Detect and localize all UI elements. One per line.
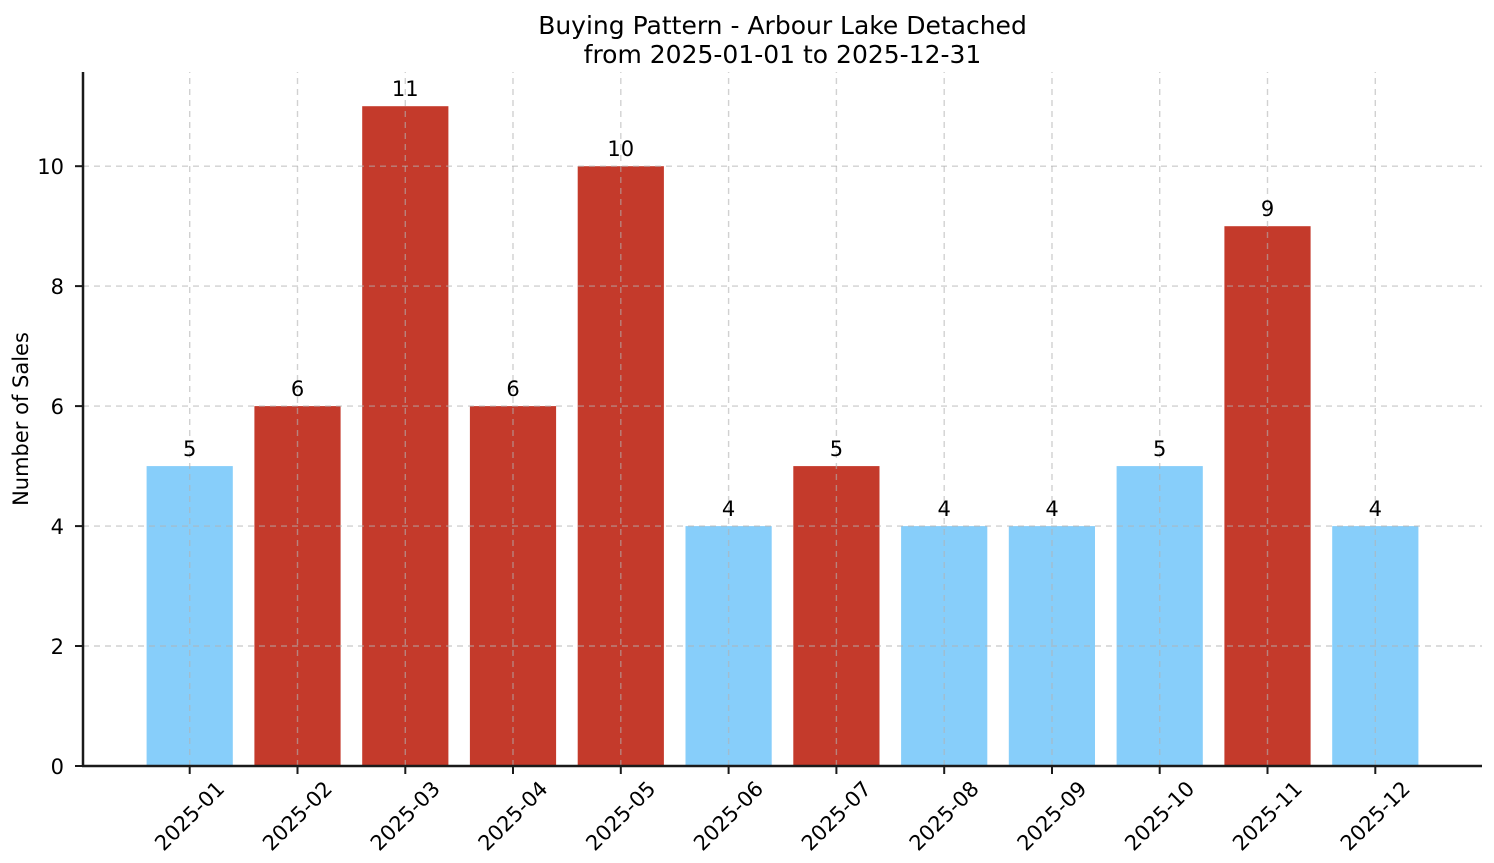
y-tick-label: 6 — [51, 395, 64, 419]
bar-value-label: 5 — [1153, 437, 1166, 461]
x-tick-label: 2025-10 — [1120, 777, 1199, 856]
x-tick-label: 2025-02 — [258, 777, 337, 856]
x-tick-label: 2025-01 — [150, 777, 229, 856]
bar-value-label: 4 — [938, 497, 951, 521]
x-tick-label: 2025-11 — [1228, 777, 1307, 856]
bar-value-label: 5 — [183, 437, 196, 461]
bar-value-label: 9 — [1261, 197, 1274, 221]
chart-title-line1: Buying Pattern - Arbour Lake Detached — [538, 11, 1027, 40]
y-tick-label: 8 — [51, 275, 64, 299]
y-tick-label: 2 — [51, 635, 64, 659]
chart-title: Buying Pattern - Arbour Lake Detached fr… — [83, 11, 1482, 69]
x-tick-label: 2025-06 — [689, 777, 768, 856]
y-tick-label: 0 — [51, 755, 64, 779]
bar-value-label: 11 — [392, 77, 419, 101]
bar-value-label: 5 — [830, 437, 843, 461]
bar — [362, 106, 449, 766]
x-tick-label: 2025-03 — [366, 777, 445, 856]
x-tick-label: 2025-04 — [474, 777, 553, 856]
bar-value-label: 6 — [506, 377, 519, 401]
y-tick-label: 10 — [37, 155, 64, 179]
x-tick-label: 2025-09 — [1013, 777, 1092, 856]
x-tick-label: 2025-12 — [1336, 777, 1415, 856]
x-tick-label: 2025-05 — [581, 777, 660, 856]
bar-value-label: 10 — [607, 137, 634, 161]
y-tick-label: 4 — [51, 515, 64, 539]
chart-title-line2: from 2025-01-01 to 2025-12-31 — [583, 40, 982, 69]
x-tick-label: 2025-07 — [797, 777, 876, 856]
bar-value-label: 6 — [291, 377, 304, 401]
x-tick-label: 2025-08 — [905, 777, 984, 856]
bar-value-label: 4 — [1369, 497, 1382, 521]
bar-value-label: 4 — [1045, 497, 1058, 521]
bar-value-label: 4 — [722, 497, 735, 521]
y-axis-title: Number of Sales — [9, 332, 33, 506]
